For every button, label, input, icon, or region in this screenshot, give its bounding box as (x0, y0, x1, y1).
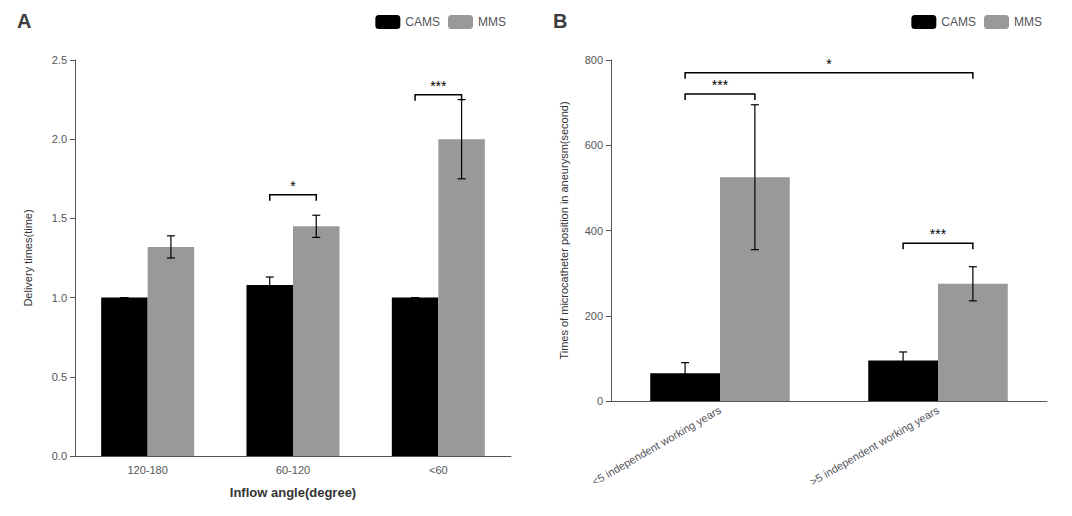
svg-text:***: *** (930, 226, 947, 242)
svg-text:<5 independent working years: <5 independent working years (590, 404, 724, 488)
svg-text:Times of microcatheter positio: Times of microcatheter position in aneur… (558, 101, 570, 359)
svg-text:***: *** (430, 78, 447, 94)
svg-text:2.5: 2.5 (52, 54, 67, 66)
svg-text:Delivery times(time): Delivery times(time) (22, 209, 34, 306)
svg-text:800: 800 (585, 54, 603, 66)
svg-text:***: *** (712, 77, 729, 93)
svg-text:200: 200 (585, 310, 603, 322)
svg-text:>5 independent working years: >5 independent working years (808, 404, 942, 488)
svg-text:MMS: MMS (478, 15, 506, 29)
svg-text:Inflow angle(degree): Inflow angle(degree) (230, 485, 356, 500)
svg-text:600: 600 (585, 139, 603, 151)
svg-text:B: B (553, 10, 567, 32)
svg-text:CAMS: CAMS (941, 15, 976, 29)
svg-text:120-180: 120-180 (127, 464, 167, 476)
svg-text:<60: <60 (429, 464, 448, 476)
svg-text:60-120: 60-120 (276, 464, 310, 476)
svg-text:1.0: 1.0 (52, 292, 67, 304)
svg-text:0: 0 (597, 395, 603, 407)
svg-text:*: * (826, 56, 832, 72)
svg-text:*: * (290, 178, 296, 194)
svg-text:2.0: 2.0 (52, 133, 67, 145)
svg-text:0.0: 0.0 (52, 450, 67, 462)
svg-text:MMS: MMS (1014, 15, 1042, 29)
svg-text:1.5: 1.5 (52, 212, 67, 224)
svg-text:400: 400 (585, 225, 603, 237)
svg-text:A: A (17, 10, 31, 32)
svg-text:0.5: 0.5 (52, 371, 67, 383)
svg-text:CAMS: CAMS (405, 15, 440, 29)
